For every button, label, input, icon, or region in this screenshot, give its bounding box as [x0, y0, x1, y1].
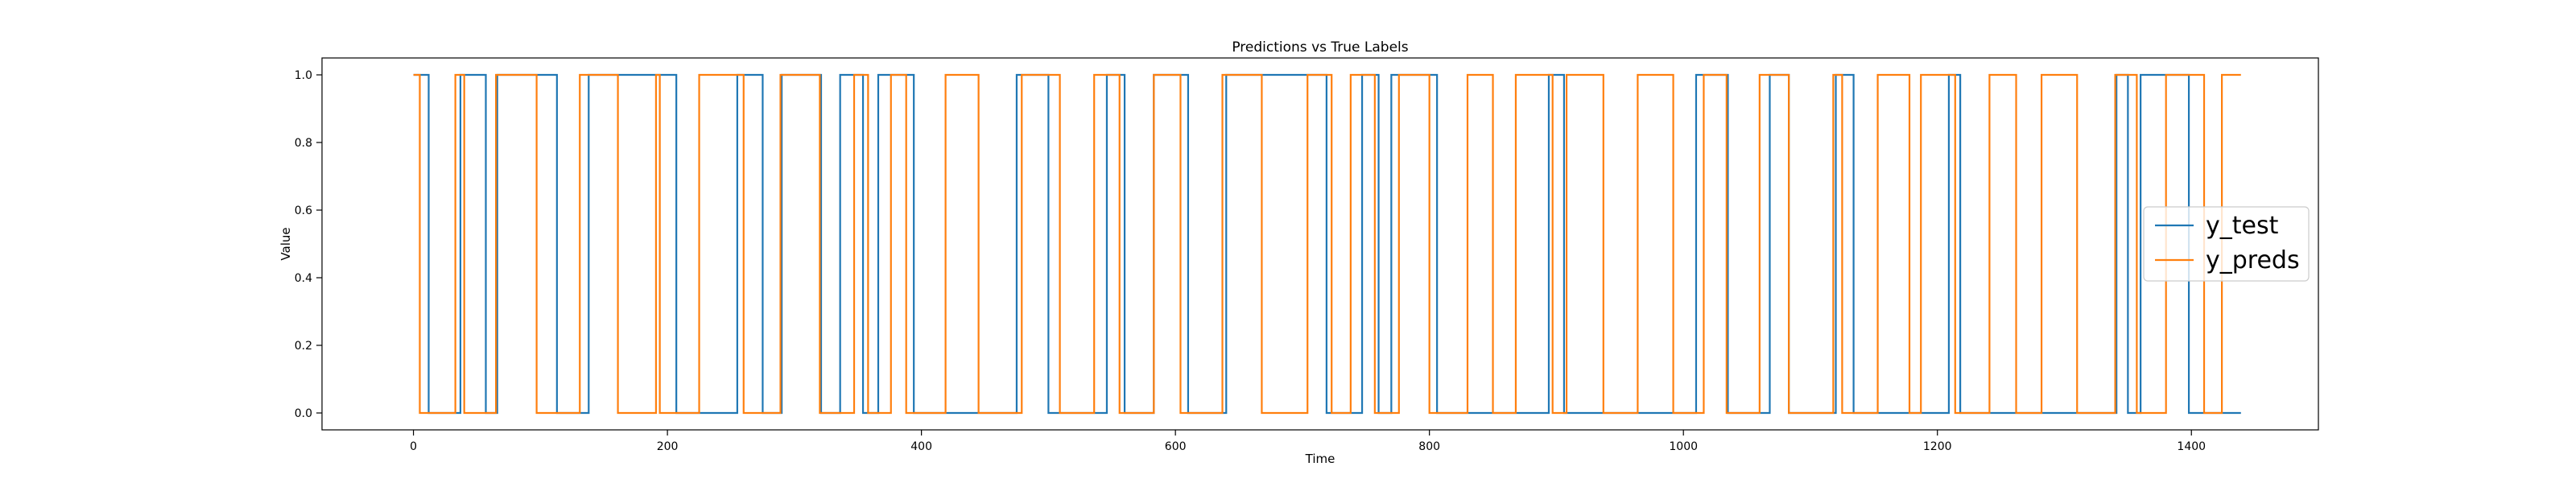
x-tick-label: 800: [1418, 440, 1440, 453]
y-tick-label: 0.8: [295, 137, 312, 150]
series-line-y-preds: [413, 73, 2241, 415]
chart-title: Predictions vs True Labels: [1232, 39, 1408, 56]
x-tick-label: 200: [657, 440, 679, 453]
plot-area: [321, 57, 2319, 431]
y-tick-label: 0.4: [295, 272, 312, 285]
legend-label-y-test: y_test: [2206, 212, 2279, 240]
x-tick-label: 1000: [1669, 440, 1698, 453]
x-axis-ticks: 0 200 400 600 800 1000 1200 1400: [410, 430, 2206, 453]
x-tick-label: 400: [910, 440, 932, 453]
y-tick-label: 1.0: [295, 69, 312, 82]
x-tick-label: 1400: [2177, 440, 2206, 453]
legend-label-y-preds: y_preds: [2206, 246, 2300, 275]
y-axis-ticks: 0.0 0.2 0.4 0.6 0.8 1.0: [295, 69, 322, 420]
series-layer: [413, 73, 2241, 415]
x-axis-label: Time: [1305, 452, 1335, 466]
axes-frame: [321, 57, 2319, 431]
series-line-y-test: [413, 73, 2241, 415]
x-tick-label: 1200: [1923, 440, 1952, 453]
x-tick-label: 0: [410, 440, 417, 453]
legend: y_test y_preds: [2143, 206, 2310, 282]
y-tick-label: 0.6: [295, 204, 312, 217]
y-tick-label: 0.0: [295, 407, 312, 420]
y-axis-label: Value: [279, 227, 293, 260]
y-tick-label: 0.2: [295, 340, 312, 353]
x-tick-label: 600: [1165, 440, 1187, 453]
